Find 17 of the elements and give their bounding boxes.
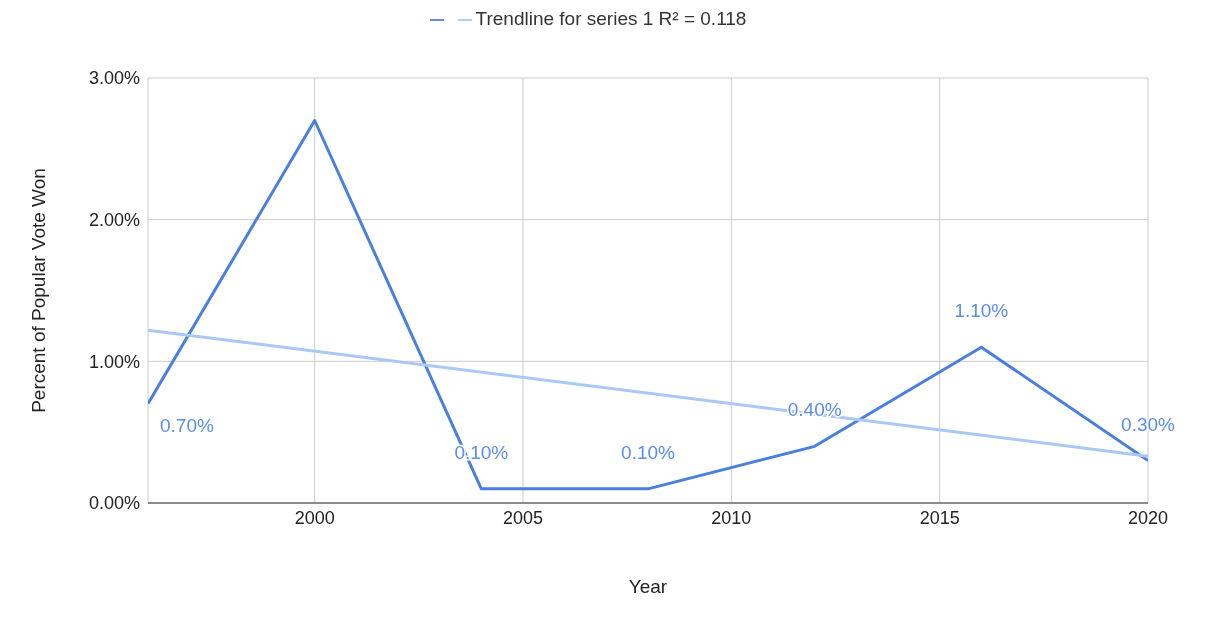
y-tick-label: 2.00% xyxy=(88,210,140,231)
legend-label: Trendline for series 1 R² = 0.118 xyxy=(475,8,747,29)
data-label: 0.70% xyxy=(160,414,214,436)
data-label: 0.30% xyxy=(1121,413,1176,435)
y-axis-title: Percent of Popular Vote Won xyxy=(27,168,49,413)
x-tick-label: 2015 xyxy=(919,507,960,528)
x-tick-label: 2000 xyxy=(294,507,335,528)
y-tick-label: 1.00% xyxy=(88,351,140,372)
data-label: 1.10% xyxy=(954,300,1009,322)
data-label: 0.10% xyxy=(621,441,676,463)
y-tick-label: 3.00% xyxy=(88,68,140,89)
x-tick-label: 2020 xyxy=(1127,507,1169,528)
data-label: 0.40% xyxy=(787,399,842,421)
x-axis-title: Year xyxy=(628,576,668,597)
x-tick-label: 2005 xyxy=(502,507,544,528)
x-tick-label: 2010 xyxy=(711,507,752,528)
y-tick-label: 0.00% xyxy=(88,493,140,514)
